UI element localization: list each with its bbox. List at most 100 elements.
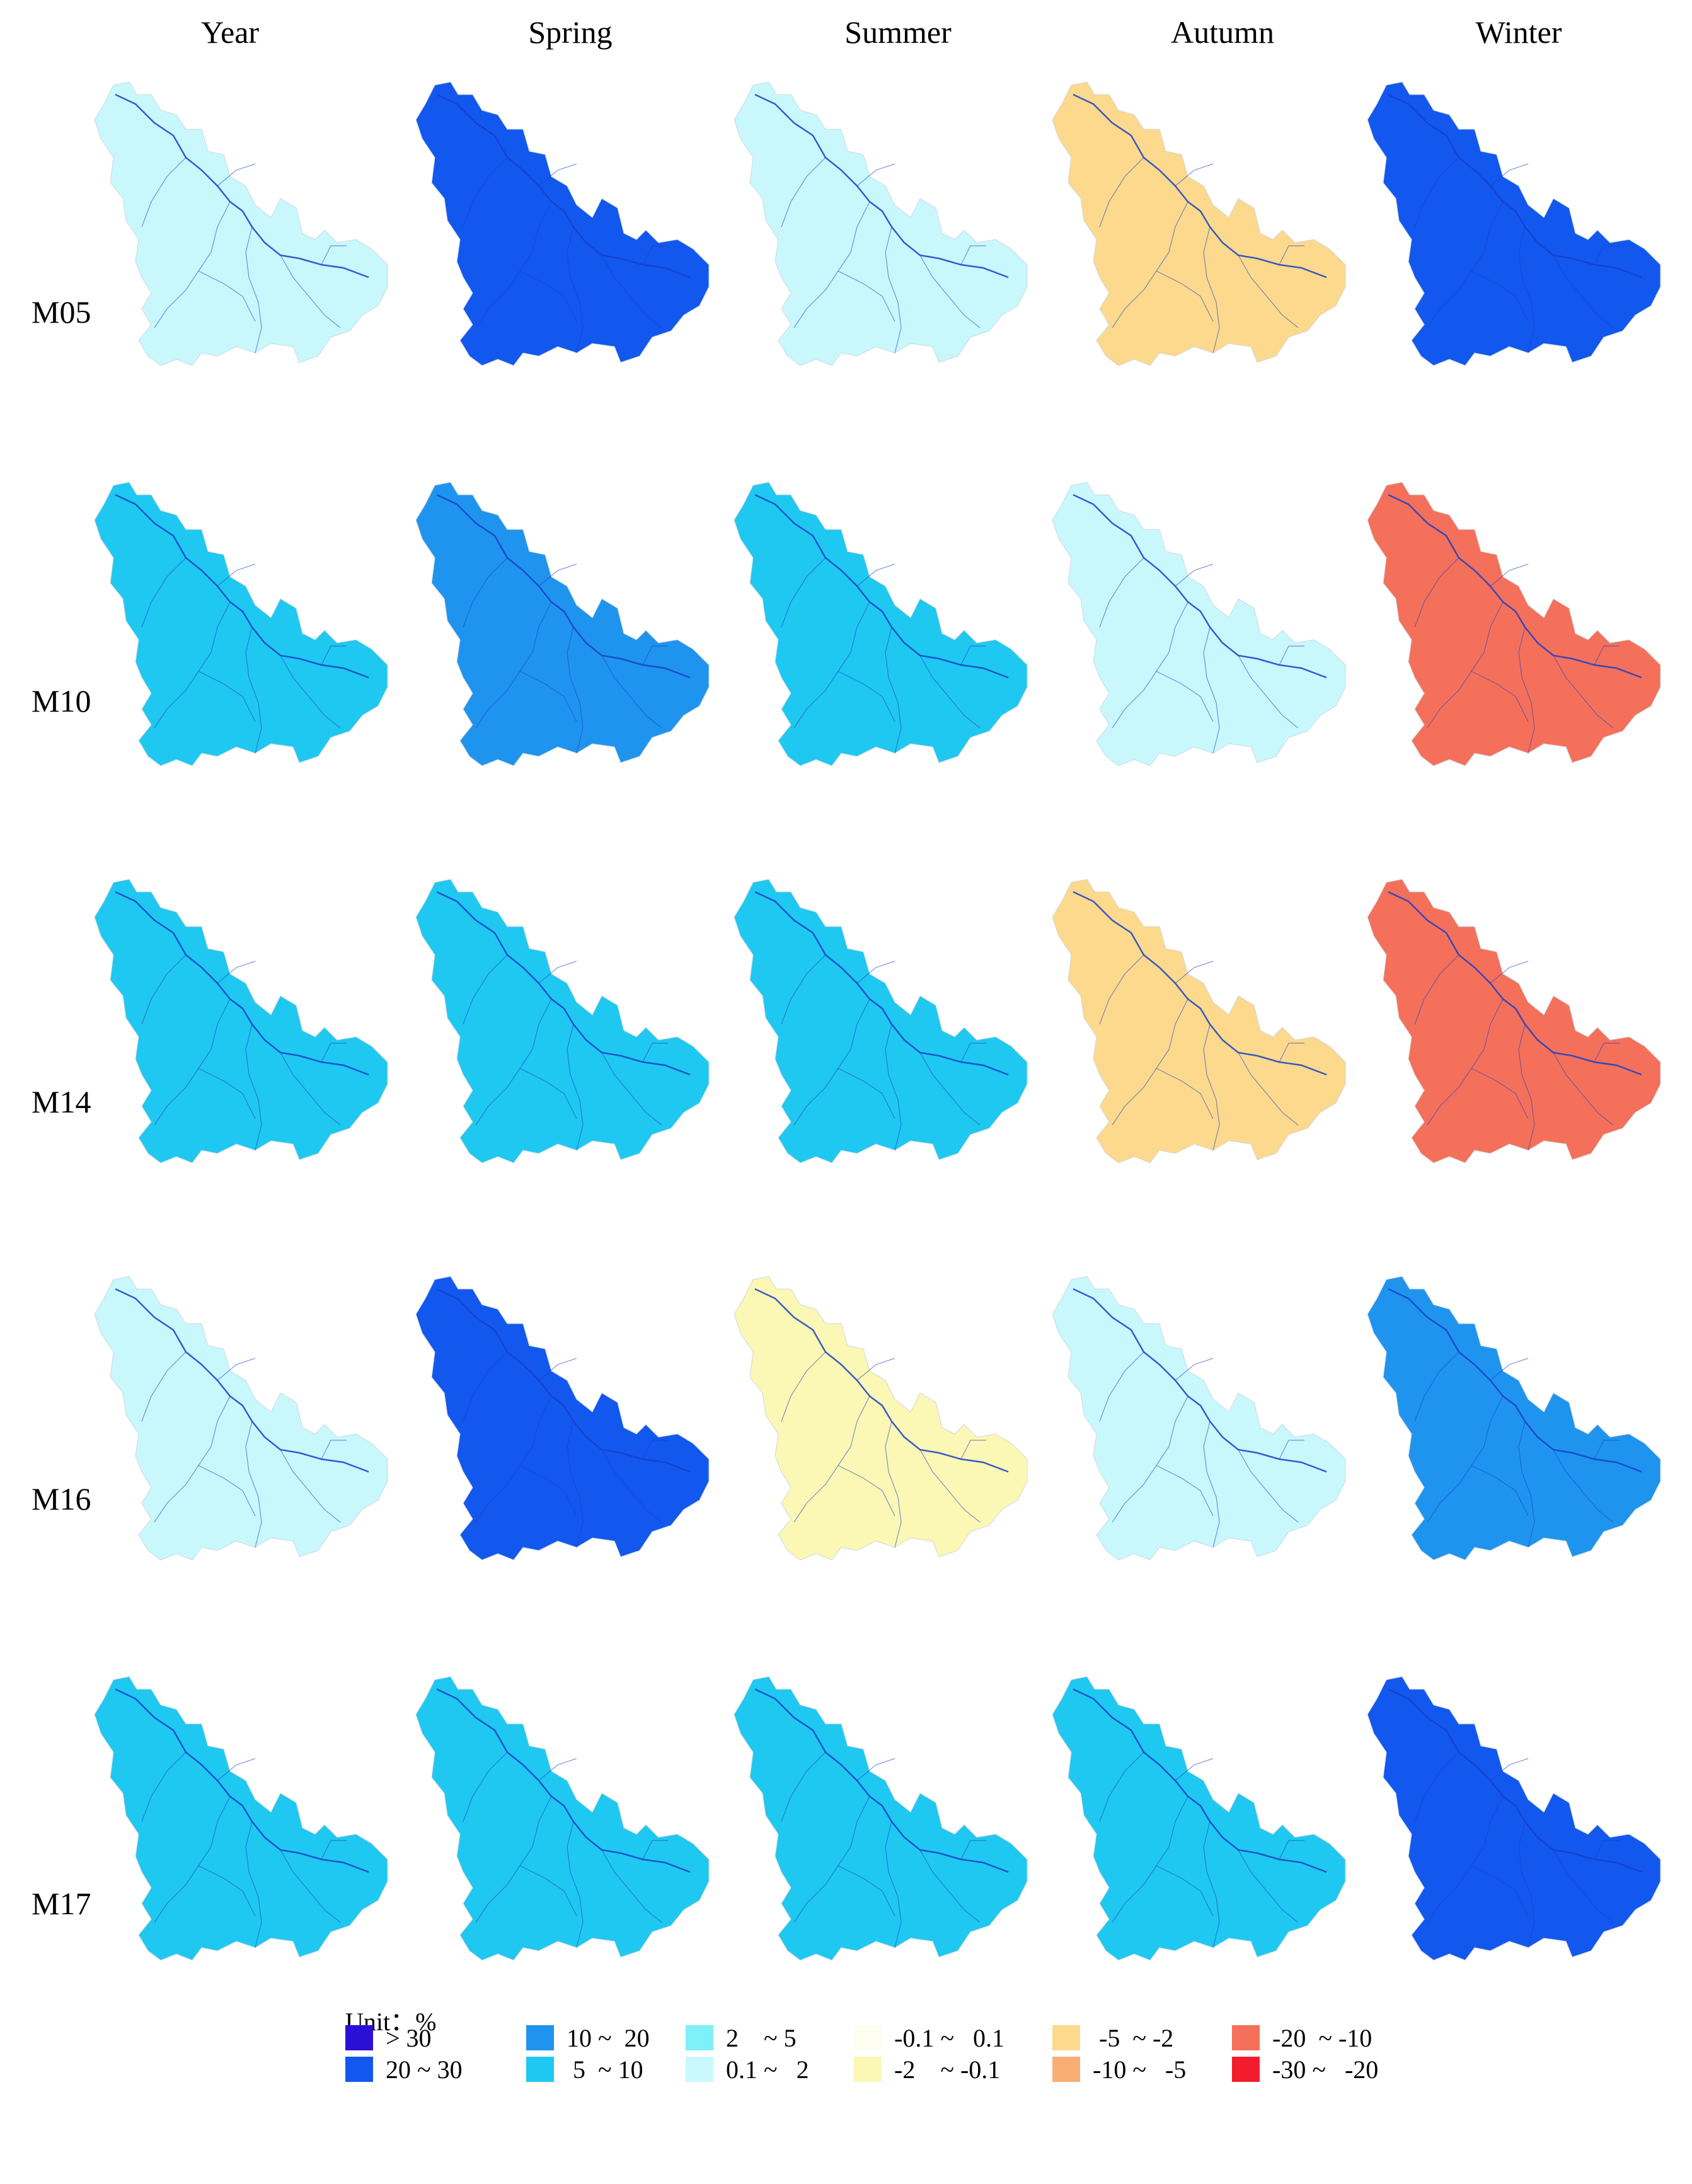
legend-label: > 30 — [386, 2023, 432, 2052]
basin-shape — [734, 482, 1028, 766]
river-line — [217, 1758, 256, 1781]
river-line — [198, 1865, 256, 1917]
river-line — [1388, 1288, 1642, 1473]
river-line — [856, 1358, 895, 1381]
river-line — [856, 563, 895, 587]
river-line — [463, 1351, 508, 1422]
river-line — [198, 1465, 256, 1517]
river-line — [1594, 245, 1620, 265]
column-header-summer: Summer — [844, 14, 952, 50]
river-line — [538, 1358, 577, 1381]
basin-shape — [734, 81, 1028, 366]
river-line — [1553, 1849, 1614, 1923]
river-line — [1518, 627, 1535, 754]
map-m16-spring — [415, 1276, 710, 1561]
river-line — [1175, 961, 1214, 984]
basin-shape — [1367, 879, 1661, 1164]
map-m10-spring — [415, 482, 710, 766]
river-line — [141, 557, 187, 628]
river-line — [538, 961, 577, 984]
river-line — [538, 1758, 577, 1781]
river-line — [919, 655, 981, 729]
river-line — [567, 1024, 584, 1151]
river-line — [837, 671, 895, 722]
river-line — [1518, 1421, 1535, 1548]
river-line — [436, 494, 691, 679]
river-line — [321, 245, 347, 265]
river-line — [1203, 1821, 1220, 1948]
river-line — [1471, 1465, 1529, 1517]
river-line — [245, 226, 262, 354]
river-line — [463, 1752, 508, 1822]
river-line — [885, 226, 902, 354]
river-line — [601, 655, 662, 729]
river-line — [321, 1043, 347, 1063]
river-line — [115, 891, 369, 1076]
river-line — [1490, 163, 1529, 187]
river-line — [1238, 655, 1299, 729]
map-m16-autumn — [1052, 1276, 1346, 1561]
river-line — [856, 163, 895, 187]
river-line — [1471, 270, 1529, 322]
river-line — [1156, 1865, 1214, 1917]
legend-label: -20 ~ -10 — [1272, 2023, 1373, 2052]
river-line — [781, 557, 826, 628]
legend-item: 20 ~ 30 — [345, 2055, 463, 2084]
river-line — [519, 1465, 577, 1517]
river-line — [463, 157, 508, 228]
basin-shape — [1367, 81, 1661, 366]
legend-swatch — [526, 2057, 554, 2082]
river-line — [642, 645, 668, 666]
river-line — [781, 1752, 826, 1822]
river-line — [781, 157, 826, 228]
row-header-m10: M10 — [32, 683, 91, 719]
legend-swatch — [345, 2057, 373, 2082]
river-line — [245, 627, 262, 754]
legend-label: 20 ~ 30 — [386, 2055, 463, 2084]
river-line — [1490, 563, 1529, 587]
map-m14-summer — [734, 879, 1028, 1164]
river-line — [463, 557, 508, 628]
legend-swatch — [854, 2025, 882, 2050]
river-line — [567, 226, 584, 354]
river-line — [1099, 954, 1144, 1025]
river-line — [198, 1068, 256, 1119]
river-line — [1156, 270, 1214, 322]
legend-swatch — [1052, 2025, 1080, 2050]
legend-label: -0.1 ~ 0.1 — [894, 2023, 1004, 2052]
river-line — [960, 1440, 986, 1460]
river-line — [217, 1358, 256, 1381]
river-line — [1156, 1068, 1214, 1119]
basin-shape — [415, 81, 710, 366]
basin-shape — [94, 482, 388, 766]
river-line — [642, 245, 668, 265]
basin-shape — [1052, 879, 1346, 1164]
row-header-m17: M17 — [32, 1886, 91, 1921]
river-line — [1414, 1752, 1459, 1822]
legend-item: -20 ~ -10 — [1232, 2023, 1373, 2052]
river-line — [601, 1849, 662, 1923]
river-line — [1203, 1024, 1220, 1151]
river-line — [519, 1068, 577, 1119]
river-line — [1175, 563, 1214, 587]
river-line — [1099, 157, 1144, 228]
river-line — [960, 245, 986, 265]
map-m05-autumn — [1052, 81, 1346, 366]
basin-shape — [415, 1276, 710, 1561]
river-line — [321, 1440, 347, 1460]
river-line — [856, 1758, 895, 1781]
river-line — [856, 961, 895, 984]
river-line — [1156, 671, 1214, 722]
river-line — [1553, 655, 1614, 729]
river-line — [754, 891, 1009, 1076]
legend-swatch — [854, 2057, 882, 2082]
basin-shape — [415, 482, 710, 766]
river-line — [1553, 1052, 1614, 1126]
river-line — [919, 1449, 981, 1523]
legend-label: -30 ~ -20 — [1272, 2055, 1379, 2084]
basin-shape — [94, 1276, 388, 1561]
river-line — [519, 1865, 577, 1917]
river-line — [519, 671, 577, 722]
river-line — [115, 494, 369, 679]
map-m10-autumn — [1052, 482, 1346, 766]
